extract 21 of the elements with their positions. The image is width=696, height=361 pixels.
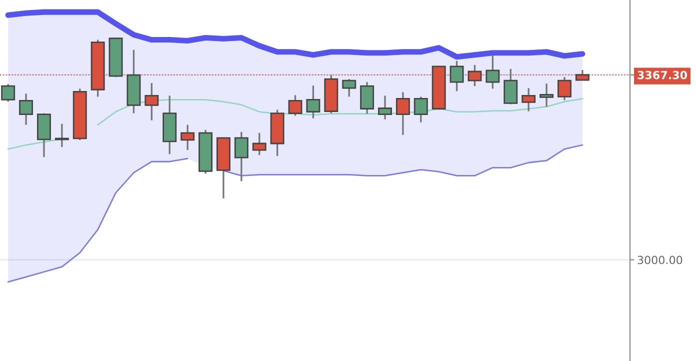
candlestick	[378, 94, 392, 120]
candlestick	[234, 131, 248, 182]
candlestick	[144, 82, 159, 122]
candlestick	[450, 60, 464, 92]
candlestick	[306, 84, 320, 120]
candlestick	[288, 94, 302, 117]
candlestick	[540, 82, 554, 108]
candlestick	[522, 87, 536, 112]
candlestick	[19, 92, 34, 126]
candlestick	[180, 124, 195, 151]
candlestick	[396, 91, 410, 136]
candlestick	[414, 96, 428, 124]
candlestick	[558, 76, 572, 102]
y-tick-label: 3367.30	[638, 70, 688, 80]
candlestick	[252, 132, 266, 156]
candlestick	[360, 81, 374, 115]
candlestick	[1, 83, 16, 103]
candlestick	[486, 54, 500, 90]
candlestick	[342, 78, 356, 98]
y-tick-label: 3000.00	[638, 256, 682, 264]
candlestick	[504, 68, 518, 106]
